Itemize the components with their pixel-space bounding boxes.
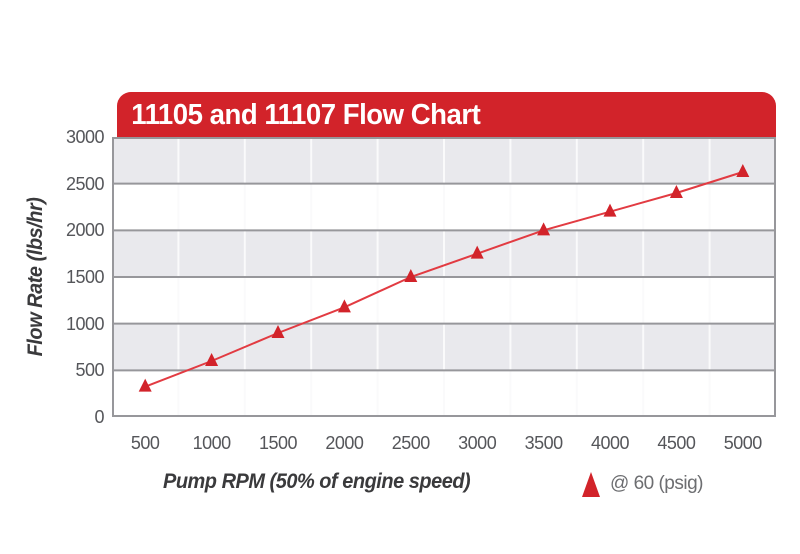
data-line bbox=[144, 171, 744, 388]
x-axis-title: Pump RPM (50% of engine speed) bbox=[163, 470, 471, 493]
x-tick-label: 2500 bbox=[391, 433, 431, 453]
data-point-marker bbox=[337, 299, 351, 313]
legend: @ 60 (psig) bbox=[582, 470, 704, 498]
x-tick-label: 4000 bbox=[590, 433, 630, 453]
data-point-marker bbox=[669, 185, 683, 198]
data-point-marker bbox=[404, 269, 418, 282]
data-point-marker bbox=[205, 353, 219, 366]
x-tick-label: 3000 bbox=[458, 433, 497, 453]
data-point-marker bbox=[470, 245, 484, 259]
y-tick-label: 2000 bbox=[65, 220, 105, 241]
chart-title: 11105 and 11107 Flow Chart bbox=[131, 99, 481, 131]
plot-border bbox=[112, 137, 776, 417]
y-tick-label: 1500 bbox=[65, 267, 105, 287]
data-point-marker bbox=[603, 203, 617, 217]
data-point-marker bbox=[537, 222, 551, 236]
y-tick-label: 3000 bbox=[65, 127, 105, 147]
x-tick-label: 500 bbox=[130, 433, 160, 453]
y-tick-label: 500 bbox=[75, 360, 104, 381]
plot-area bbox=[112, 137, 776, 417]
y-tick-label: 1000 bbox=[65, 313, 105, 334]
x-tick-label: 5000 bbox=[723, 433, 763, 453]
legend-label: @ 60 (psig) bbox=[610, 473, 704, 494]
y-tick-label: 2500 bbox=[65, 173, 105, 194]
y-axis-title: Flow Rate (lbs/hr) bbox=[24, 197, 47, 357]
y-tick-label: 0 bbox=[94, 407, 104, 427]
data-point-marker bbox=[271, 325, 285, 338]
data-point-marker bbox=[138, 378, 152, 392]
chart-title-bar: 11105 and 11107 Flow Chart bbox=[117, 92, 776, 137]
x-tick-label: 4500 bbox=[657, 433, 696, 453]
x-tick-label: 2000 bbox=[325, 433, 364, 453]
x-tick-label: 3500 bbox=[524, 433, 564, 453]
data-point-marker bbox=[736, 164, 750, 177]
x-tick-label: 1500 bbox=[258, 433, 298, 453]
x-tick-label: 1000 bbox=[192, 433, 232, 453]
legend-triangle-icon bbox=[582, 471, 600, 497]
